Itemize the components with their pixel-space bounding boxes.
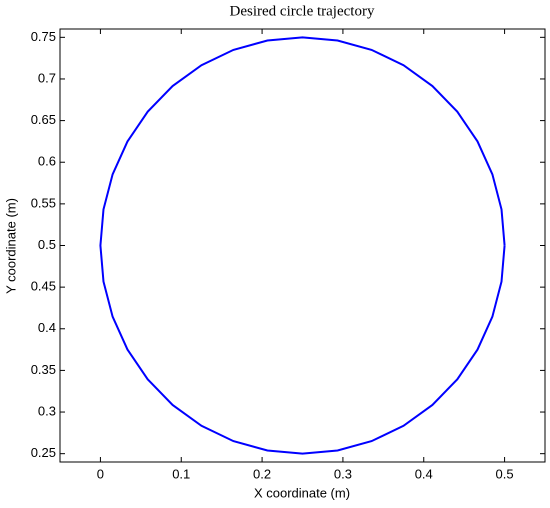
- x-tick-label: 0.3: [334, 466, 352, 481]
- x-tick-label: 0.2: [253, 466, 271, 481]
- y-axis-label: Y coordinate (m): [3, 198, 18, 294]
- y-tick-label: 0.65: [31, 112, 56, 127]
- plot-box: [59, 28, 546, 463]
- x-tick-label: 0.1: [172, 466, 190, 481]
- y-tick-label: 0.6: [38, 154, 56, 169]
- y-tick-label: 0.4: [38, 320, 56, 335]
- y-tick-label: 0.45: [31, 279, 56, 294]
- x-tick-label: 0.5: [496, 466, 514, 481]
- y-tick-label: 0.3: [38, 403, 56, 418]
- x-tick-label: 0: [97, 466, 104, 481]
- y-tick-label: 0.7: [38, 70, 56, 85]
- x-axis-label: X coordinate (m): [254, 485, 350, 500]
- trajectory-line: [99, 36, 506, 455]
- y-tick-label: 0.35: [31, 362, 56, 377]
- chart-title: Desired circle trajectory: [230, 3, 375, 19]
- x-tick-label: 0.4: [415, 466, 433, 481]
- y-tick-label: 0.5: [38, 237, 56, 252]
- y-tick-label: 0.75: [31, 29, 56, 44]
- y-tick-label: 0.25: [31, 445, 56, 460]
- y-tick-label: 0.55: [31, 195, 56, 210]
